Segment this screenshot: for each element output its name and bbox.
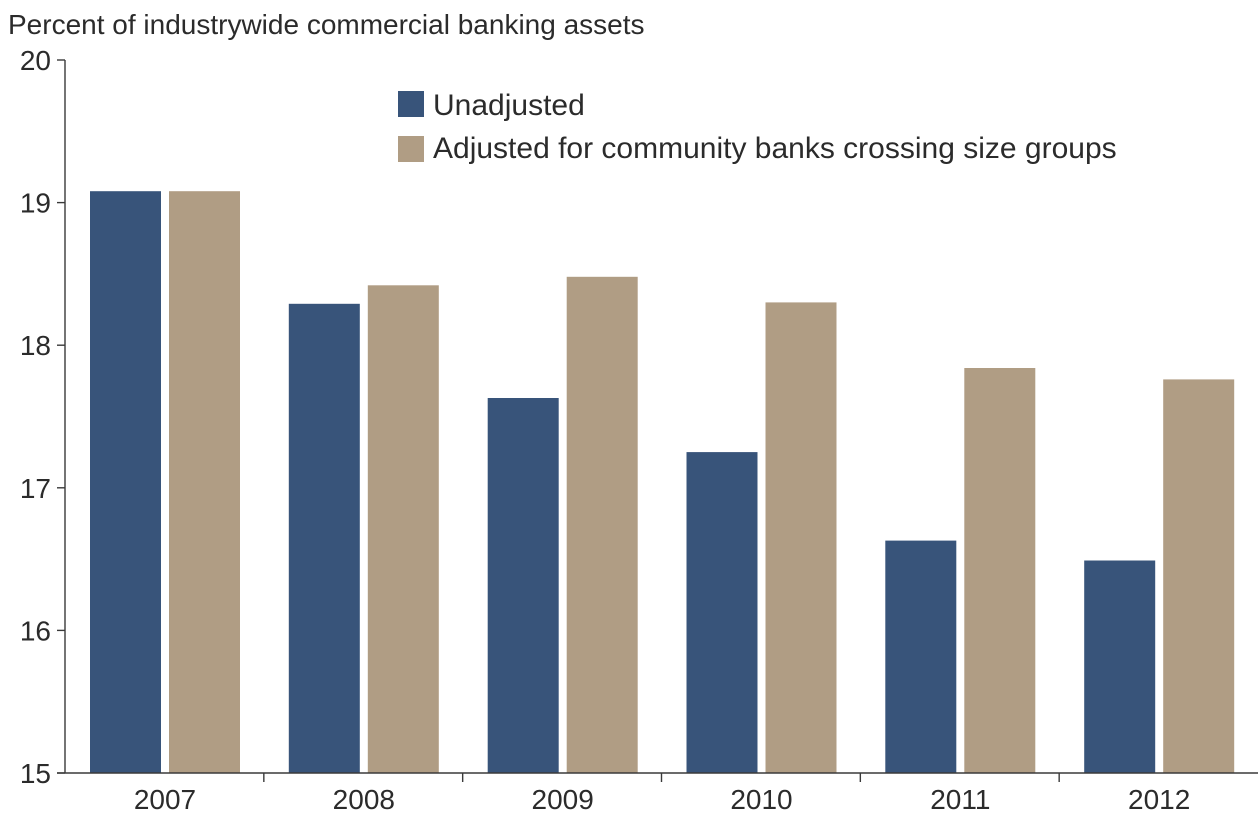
legend-swatch-adjusted bbox=[398, 136, 424, 162]
bar-unadjusted-2012 bbox=[1084, 560, 1156, 773]
x-tick-label: 2012 bbox=[1128, 784, 1190, 815]
legend: Unadjusted Adjusted for community banks … bbox=[398, 89, 1117, 165]
x-tick-label: 2007 bbox=[134, 784, 196, 815]
bar-unadjusted-2010 bbox=[686, 452, 758, 773]
bar-adjusted-2008 bbox=[367, 285, 439, 773]
x-tick-label: 2010 bbox=[730, 784, 792, 815]
axes-layer: 15 16 17 18 19 20 2007 2008 2009 2010 2011 2012 bbox=[20, 45, 1258, 815]
bar-unadjusted-2009 bbox=[487, 398, 559, 773]
y-tick-label: 16 bbox=[20, 615, 51, 646]
bar-adjusted-2007 bbox=[169, 191, 240, 773]
y-tick-label: 17 bbox=[20, 473, 51, 504]
bar-adjusted-2012 bbox=[1163, 379, 1235, 773]
bar-unadjusted-2008 bbox=[288, 303, 360, 773]
bars-layer bbox=[90, 191, 1235, 773]
y-axis-label: Percent of industrywide commercial banki… bbox=[8, 9, 645, 40]
y-tick-label: 19 bbox=[20, 188, 51, 219]
x-tick-label: 2009 bbox=[532, 784, 594, 815]
bar-adjusted-2011 bbox=[964, 368, 1036, 773]
bar-unadjusted-2007 bbox=[90, 191, 161, 773]
bar-adjusted-2010 bbox=[765, 302, 837, 773]
y-tick-label: 20 bbox=[20, 45, 51, 76]
x-tick-label: 2011 bbox=[930, 784, 990, 815]
legend-label-unadjusted: Unadjusted bbox=[433, 89, 585, 122]
y-tick-label: 18 bbox=[20, 330, 51, 361]
bar-adjusted-2009 bbox=[566, 276, 638, 773]
legend-swatch-unadjusted bbox=[398, 91, 424, 117]
y-tick-label: 15 bbox=[20, 758, 51, 789]
x-tick-label: 2008 bbox=[333, 784, 395, 815]
legend-label-adjusted: Adjusted for community banks crossing si… bbox=[433, 132, 1117, 165]
bar-unadjusted-2011 bbox=[885, 540, 957, 773]
